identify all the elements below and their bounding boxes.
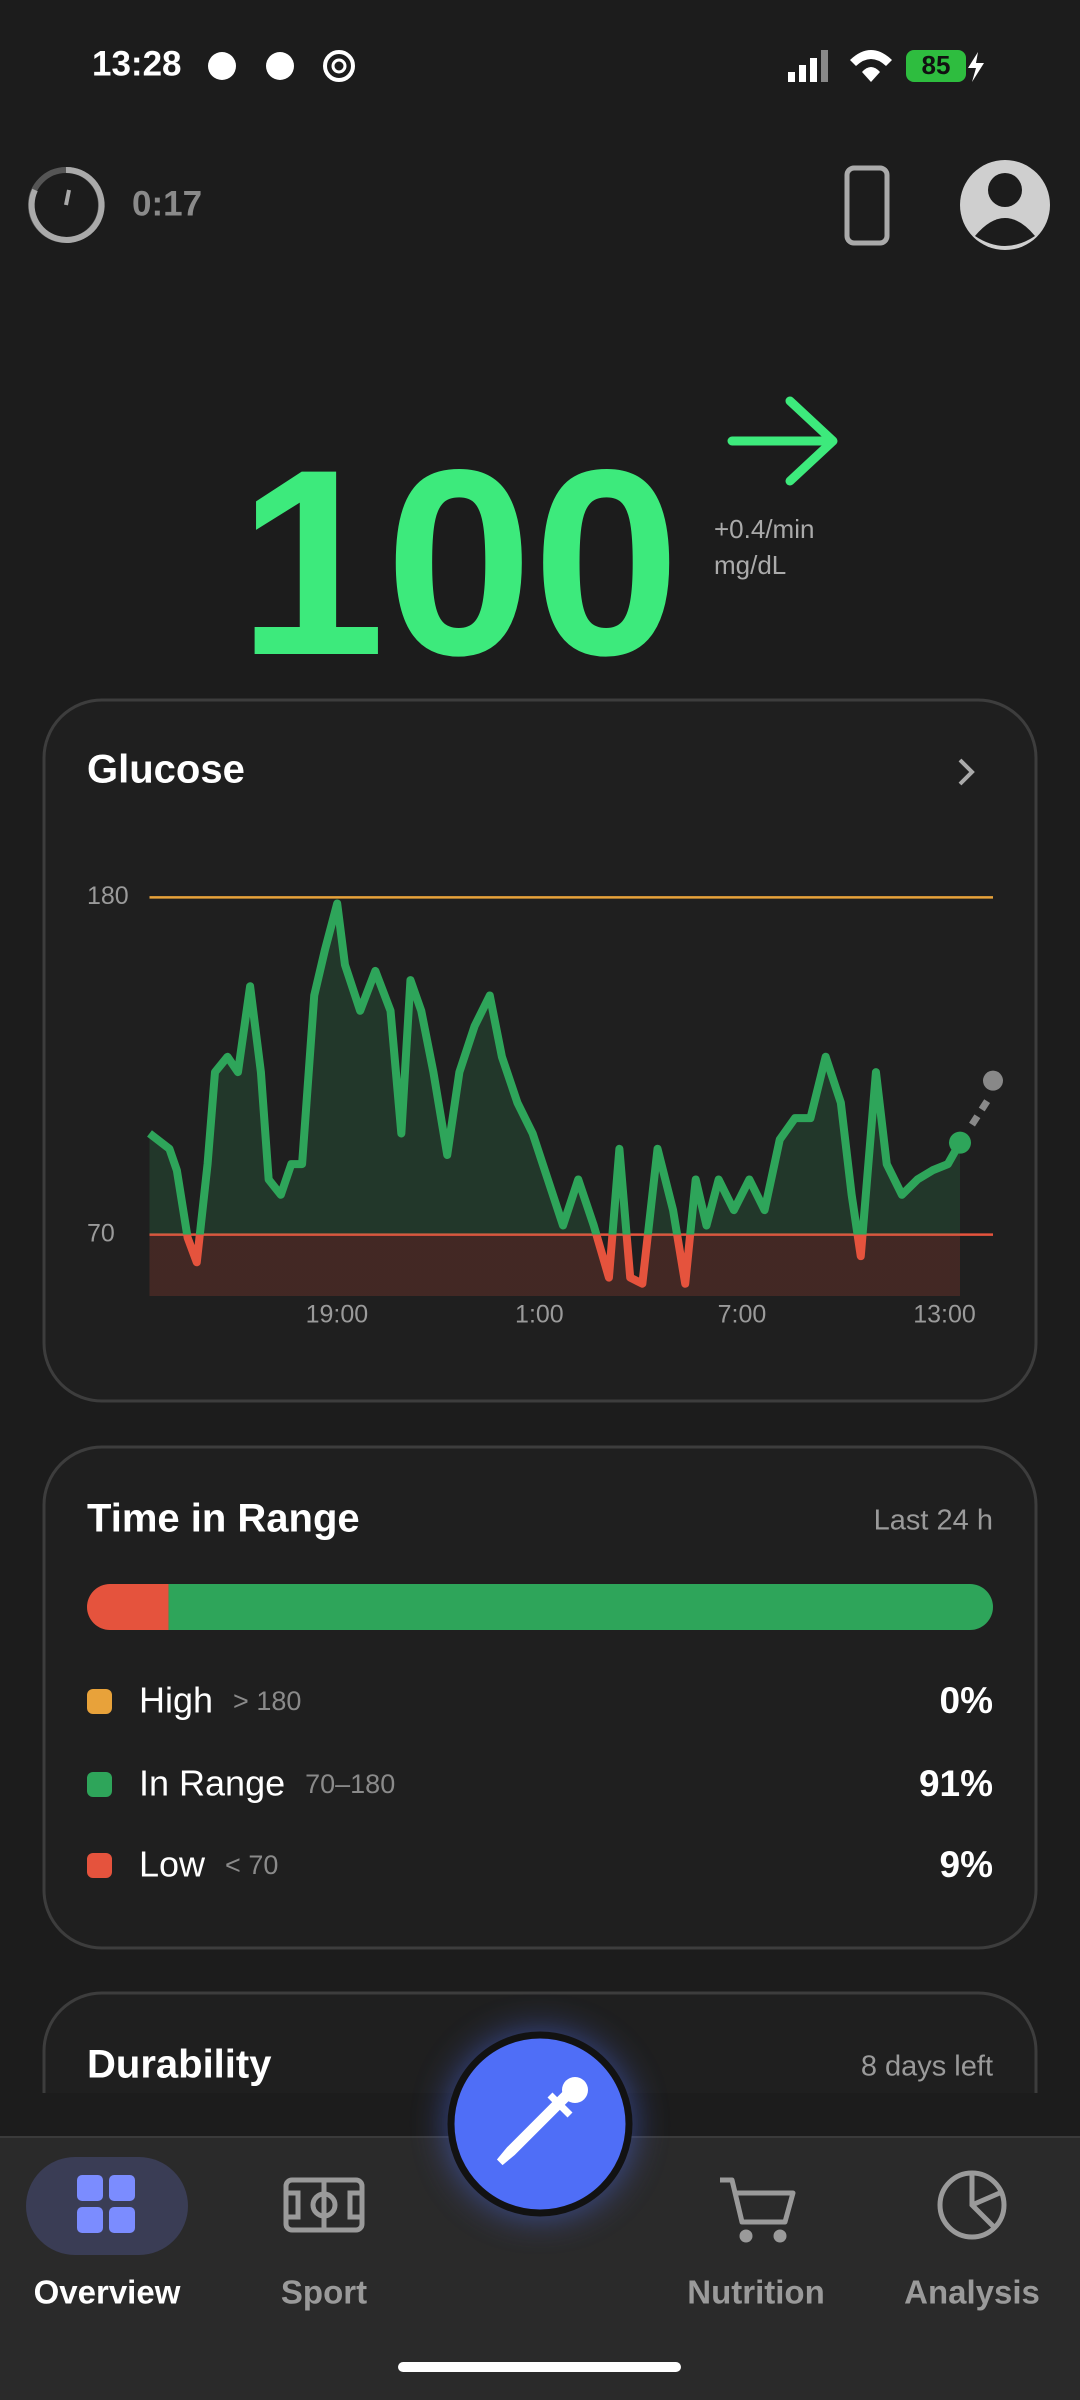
sport-icon bbox=[283, 2177, 365, 2233]
remaining: 8 days left bbox=[861, 2051, 993, 2083]
clock: 13:28 bbox=[92, 44, 182, 83]
range-limits: 70–180 bbox=[305, 1769, 395, 1799]
range-limits: < 70 bbox=[225, 1850, 278, 1880]
x-tick-label: 19:00 bbox=[306, 1301, 369, 1329]
card-title: Glucose bbox=[87, 748, 245, 792]
timer-progress bbox=[28, 166, 105, 243]
prediction-dot bbox=[983, 1070, 1003, 1091]
overview-icon bbox=[77, 2175, 135, 2233]
tir-content: High > 180 0% In Range 70–180 91% Low < 70 9% bbox=[87, 1584, 993, 1885]
chevron[interactable] bbox=[958, 758, 975, 786]
range-limits: > 180 bbox=[233, 1686, 301, 1716]
battery-level: 85 bbox=[922, 50, 951, 80]
timer: 0:17 bbox=[132, 184, 202, 223]
avatar-head bbox=[988, 173, 1022, 207]
range-bar bbox=[87, 1584, 993, 1630]
prediction bbox=[969, 1094, 993, 1127]
range-name: In Range bbox=[139, 1763, 285, 1804]
current-point bbox=[949, 1131, 971, 1154]
nav-label[interactable]: Overview bbox=[34, 2274, 181, 2311]
y-tick-label: 70 bbox=[87, 1219, 115, 1247]
signal-wifi bbox=[788, 50, 892, 82]
home-indicator bbox=[398, 2362, 681, 2372]
range-segment bbox=[87, 1584, 169, 1630]
trend-arrow bbox=[727, 396, 838, 486]
range-value: 9% bbox=[940, 1844, 993, 1885]
legend-swatch bbox=[87, 1689, 112, 1714]
notification-icons bbox=[208, 50, 355, 82]
device-button[interactable] bbox=[844, 165, 890, 246]
unit: mg/dL bbox=[714, 550, 786, 580]
nav-label[interactable]: Nutrition bbox=[687, 2274, 824, 2311]
analysis-icon bbox=[937, 2170, 1007, 2240]
range-name: Low bbox=[139, 1844, 206, 1885]
nav-active-pill bbox=[26, 2157, 188, 2255]
nav-labels: Overview Sport Nutrition Analysis bbox=[34, 2274, 1040, 2311]
avatar-body bbox=[975, 218, 1035, 246]
y-tick-label: 180 bbox=[87, 882, 129, 910]
glucose-reading: 100 bbox=[238, 415, 680, 711]
battery bbox=[906, 50, 966, 82]
timer-hand bbox=[64, 189, 71, 206]
tir-card bbox=[42, 1445, 1038, 1950]
legend-swatch bbox=[87, 1853, 112, 1878]
range-value: 91% bbox=[919, 1763, 993, 1804]
card-title: Time in Range bbox=[87, 1497, 360, 1541]
glucose-line bbox=[147, 899, 964, 1288]
card-title: Durability bbox=[87, 2043, 272, 2087]
nutrition-icon bbox=[720, 2177, 796, 2243]
range-value: 0% bbox=[940, 1680, 993, 1721]
dropper-icon bbox=[496, 2077, 588, 2166]
x-tick-label: 13:00 bbox=[913, 1301, 976, 1329]
period: Last 24 h bbox=[874, 1505, 993, 1537]
glucose-chart: 70 180 19:00 1:00 7:00 13:00 bbox=[87, 882, 1003, 1329]
range-segment bbox=[168, 1584, 993, 1630]
trend-rate: +0.4/min bbox=[714, 514, 814, 544]
legend-swatch bbox=[87, 1772, 112, 1797]
x-tick-label: 7:00 bbox=[718, 1301, 767, 1329]
nav-label[interactable]: Sport bbox=[281, 2274, 367, 2311]
x-tick-label: 1:00 bbox=[515, 1301, 564, 1329]
range-name: High bbox=[139, 1680, 213, 1721]
nav-label[interactable]: Analysis bbox=[904, 2274, 1040, 2311]
charging-icon bbox=[968, 52, 984, 82]
